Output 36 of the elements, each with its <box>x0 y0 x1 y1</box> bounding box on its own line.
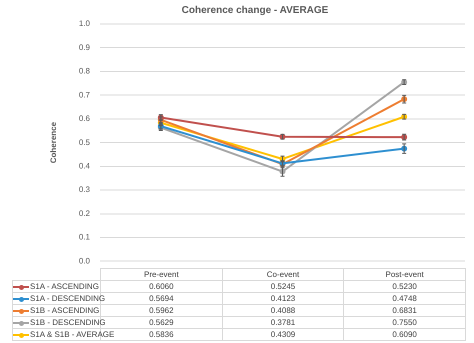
y-tick-label: 0.7 <box>78 90 91 100</box>
data-label: 0.4123 <box>222 292 344 304</box>
data-label: 0.6060 <box>100 280 222 292</box>
data-label: 0.5694 <box>149 294 174 303</box>
data-label: 0.4748 <box>344 292 466 304</box>
legend-label: S1A & S1B - AVERAGE <box>30 330 114 339</box>
y-tick-label: 0.6 <box>78 114 91 124</box>
chart-title: Coherence change - AVERAGE <box>182 4 329 16</box>
legend-label: S1B - DESCENDING <box>30 318 106 327</box>
data-label: 0.7550 <box>344 316 466 328</box>
y-tick-label: 0.3 <box>78 185 91 194</box>
data-label: 0.5962 <box>100 304 222 316</box>
legend-label: S1B - ASCENDING <box>30 306 100 315</box>
x-tick-label: Post-event <box>344 268 466 280</box>
legend-label: S1A - DESCENDING <box>30 294 106 303</box>
y-tick-label: 0.8 <box>78 66 91 76</box>
data-label: 0.5230 <box>344 280 466 292</box>
y-tick-label: 1.0 <box>78 19 91 28</box>
data-label: 0.6831 <box>344 304 466 316</box>
y-tick-label: 0.1 <box>78 232 91 242</box>
data-label: 0.5836 <box>149 330 174 339</box>
x-tick-label: Co-event <box>222 268 344 280</box>
data-label: 0.3781 <box>222 316 344 328</box>
data-label: 0.6090 <box>344 328 466 340</box>
data-label: 0.5245 <box>222 280 344 292</box>
data-label: 0.5629 <box>149 318 174 327</box>
y-tick-label: 0.4 <box>78 162 91 171</box>
y-tick-label: 0.2 <box>78 208 91 218</box>
y-axis-title: Coherence <box>49 121 58 164</box>
y-tick-label: 0.5 <box>78 138 91 147</box>
legend-label: S1A - ASCENDING <box>30 282 99 291</box>
data-label: 0.4088 <box>222 304 344 316</box>
y-tick-label: 0.9 <box>78 42 91 52</box>
y-tick-label: 0.0 <box>78 256 91 266</box>
x-tick-label: Pre-event <box>100 268 222 280</box>
data-label: 0.4309 <box>222 328 344 340</box>
